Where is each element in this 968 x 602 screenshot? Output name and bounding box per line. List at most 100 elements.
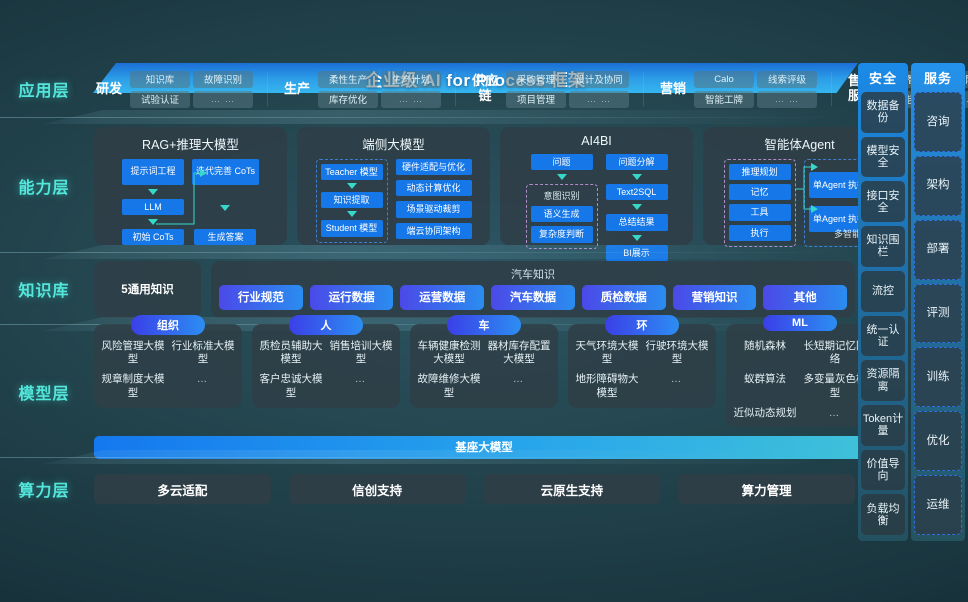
security-item[interactable]: 模型安全	[861, 136, 905, 178]
knowledge-tag[interactable]: 运行数据	[309, 284, 394, 310]
chip-generate-answer[interactable]: 生成答案	[194, 228, 257, 246]
chip-execution[interactable]: 执行	[728, 224, 791, 241]
security-column-title: 安全	[868, 71, 897, 86]
application-tile[interactable]: 故障识别	[193, 70, 253, 88]
application-tile[interactable]: … …	[381, 90, 441, 108]
model-card[interactable]: 车车辆健康检测大模型 器材库存配置大模型 故障维修大模型…	[410, 315, 558, 409]
security-item[interactable]: 价值导向	[861, 449, 905, 491]
application-group-name: 生产	[283, 80, 310, 96]
chip-edge-cloud-arch[interactable]: 端云协同架构	[395, 222, 472, 239]
arrow-down-icon	[631, 204, 642, 211]
capability-card-edge-model[interactable]: 端侧大模型 Teacher 模型 知识提取 Student 模型 硬件适配与优化	[297, 126, 490, 245]
chip-question[interactable]: 问题	[530, 153, 593, 170]
application-group[interactable]: 研发 知识库 故障识别 试验认证… …	[94, 70, 253, 108]
security-item[interactable]: 资源隔离	[861, 360, 905, 401]
security-item[interactable]: 负载均衡	[861, 494, 905, 536]
application-tile[interactable]: 库存优化	[318, 90, 378, 108]
security-item[interactable]: 知识围栏	[861, 226, 905, 267]
chip-summary-result[interactable]: 总结结果	[605, 214, 668, 231]
arrow-down-icon	[147, 188, 158, 195]
chip-initial-cots[interactable]: 初始 CoTs	[121, 228, 184, 246]
service-item[interactable]: 运维	[914, 475, 962, 536]
capability-card-rag[interactable]: RAG+推理大模型 提示词工程 LLM 初始 CoTs 迭代完善 CoTs	[94, 126, 287, 246]
chip-question-decomposition[interactable]: 问题分解	[605, 153, 668, 170]
application-tile[interactable]: 试验认证	[130, 90, 190, 108]
application-group-name: 营销	[659, 80, 686, 96]
compute-button[interactable]: 算力管理	[678, 474, 855, 504]
application-group[interactable]: 生产 柔性生产 生产计划 库存优化… …	[282, 70, 441, 108]
security-item[interactable]: 接口安全	[861, 181, 905, 223]
service-item[interactable]: 评测	[914, 283, 962, 344]
application-tile[interactable]: 生产计划	[381, 70, 441, 88]
security-item[interactable]: 数据备份	[861, 92, 905, 133]
layer-rule	[0, 252, 855, 253]
application-tile[interactable]: 智能工牌	[694, 90, 754, 108]
application-tile[interactable]: … …	[757, 90, 817, 108]
chip-memory[interactable]: 记忆	[728, 183, 791, 201]
chip-complexity-judgement[interactable]: 复杂度判断	[530, 226, 593, 243]
model-card[interactable]: 人质检员辅助大模型 销售培训大模型 客户忠诚大模型…	[252, 315, 400, 409]
chip-text2sql[interactable]: Text2SQL	[605, 183, 668, 201]
edge-distillation-group: Teacher 模型 知识提取 Student 模型	[315, 158, 388, 243]
application-tiles: 柔性生产 生产计划 库存优化… …	[318, 70, 441, 108]
application-tiles: 知识库 故障识别 试验认证… …	[130, 70, 253, 108]
layer-label-knowledge: 知识库	[18, 283, 70, 300]
application-tile[interactable]: 项目管理	[506, 90, 566, 108]
application-tile[interactable]: 知识库	[130, 70, 190, 88]
model-cards: 组织 风险管理大模型 行业标准大模型 规章制度大模型… 人质检员辅助大模型 销售培训大模型…	[94, 315, 874, 427]
model-card[interactable]: ML 随机森林 长短期记忆网络 蚁群算法 多变量灰色模型 近似动态规划…	[726, 315, 874, 427]
chip-iterative-cots[interactable]: 迭代完善 CoTs	[191, 158, 259, 185]
service-item[interactable]: 优化	[914, 411, 962, 472]
application-tile[interactable]: … …	[569, 90, 629, 108]
service-item[interactable]: 训练	[914, 347, 962, 408]
security-item[interactable]: 流控	[861, 270, 905, 312]
chip-dynamic-compute-opt[interactable]: 动态计算优化	[395, 179, 472, 197]
chip-knowledge-extraction[interactable]: 知识提取	[320, 191, 383, 209]
chip-tools[interactable]: 工具	[728, 204, 791, 221]
chip-bi-display[interactable]: BI展示	[605, 244, 668, 261]
knowledge-tag[interactable]: 行业规范	[219, 284, 303, 310]
knowledge-tag[interactable]: 汽车数据	[491, 284, 575, 310]
security-item[interactable]: 统一认证	[861, 315, 905, 357]
application-tile[interactable]: 设计及协同	[569, 70, 629, 88]
knowledge-tag[interactable]: 其他	[763, 284, 848, 310]
application-group[interactable]: 营销 Calo 线索评级 智能工牌… …	[658, 70, 817, 108]
chip-reasoning-planning[interactable]: 推理规划	[728, 163, 791, 180]
security-item[interactable]: Token计量	[861, 404, 905, 446]
model-item: 客户忠诚大模型	[259, 373, 323, 399]
application-tile[interactable]: … …	[193, 90, 253, 108]
compute-button[interactable]: 多云适配	[94, 474, 271, 504]
ai4bi-left-flow: 问题 意图识别 语义生成 复杂度判断	[525, 153, 598, 261]
model-item: 行驶环境大模型	[645, 340, 709, 366]
application-tile[interactable]: 线索评级	[757, 70, 817, 88]
chip-scenario-pruning[interactable]: 场景驱动裁剪	[395, 201, 472, 218]
capability-card-ai4bi[interactable]: AI4BI 问题 意图识别 语义生成 复杂度判断	[500, 126, 693, 261]
knowledge-tag[interactable]: 营销知识	[672, 284, 757, 310]
chip-student-model[interactable]: Student 模型	[320, 220, 383, 237]
knowledge-tag[interactable]: 运营数据	[400, 284, 485, 310]
compute-button[interactable]: 云原生支持	[483, 474, 661, 504]
chip-teacher-model[interactable]: Teacher 模型	[320, 163, 383, 180]
application-tile[interactable]: 采购管理	[506, 70, 566, 88]
compute-button[interactable]: 信创支持	[288, 474, 466, 504]
model-item: …	[196, 373, 210, 386]
knowledge-tag[interactable]: 质检数据	[581, 284, 666, 310]
service-item[interactable]: 部署	[914, 219, 962, 280]
service-item[interactable]: 架构	[914, 155, 962, 216]
layer-compute: 算力层 多云适配 信创支持 云原生支持 算力管理	[0, 458, 855, 520]
application-group[interactable]: 供应链 采购管理 设计及协同 项目管理… …	[470, 70, 629, 108]
chip-hardware-adaptation[interactable]: 硬件适配与优化	[395, 158, 472, 175]
base-model-bar[interactable]: 基座大模型	[94, 435, 874, 459]
application-tile[interactable]: 柔性生产	[318, 70, 378, 88]
chip-prompt-engineering[interactable]: 提示词工程	[121, 158, 184, 185]
chip-llm[interactable]: LLM	[121, 198, 184, 215]
application-tile[interactable]: Calo	[694, 70, 754, 88]
model-body: 组织 风险管理大模型 行业标准大模型 规章制度大模型… 人质检员辅助大模型 销售培训大模型…	[88, 315, 874, 459]
service-item[interactable]: 咨询	[914, 92, 962, 152]
model-card[interactable]: 组织 风险管理大模型 行业标准大模型 规章制度大模型…	[94, 315, 242, 409]
model-item-grid: 随机森林 长短期记忆网络 蚁群算法 多变量灰色模型 近似动态规划…	[732, 340, 868, 420]
capability-body: RAG+推理大模型 提示词工程 LLM 初始 CoTs 迭代完善 CoTs	[88, 126, 896, 261]
chip-semantic-generation[interactable]: 语义生成	[530, 205, 593, 223]
knowledge-general-card[interactable]: 5通用知识	[94, 260, 201, 318]
model-card[interactable]: 环天气环境大模型 行驶环境大模型 地形障碍物大模型…	[568, 315, 716, 409]
